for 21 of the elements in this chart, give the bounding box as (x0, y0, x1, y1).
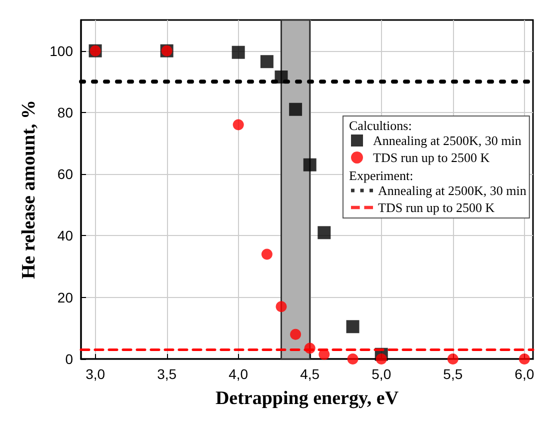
y-axis-title: He release amount, % (18, 100, 40, 280)
y-tick-label: 20 (57, 289, 74, 306)
y-tick-label: 100 (50, 42, 74, 59)
y-tick-label: 0 (65, 351, 74, 367)
legend-label: TDS run up to 2500 K (378, 200, 496, 215)
x-tick-label: 3,0 (86, 366, 106, 382)
x-tick-label: 6,0 (514, 366, 534, 382)
y-tick-label: 60 (57, 166, 74, 182)
annotation: Experiment: (349, 168, 414, 183)
legend-label: TDS run up to 2500 K (373, 150, 490, 165)
y-tick-label: 40 (57, 228, 74, 244)
y-tick-label: 80 (57, 104, 74, 120)
x-tick-label: 5,0 (372, 366, 392, 382)
x-tick-label: 5,5 (443, 366, 463, 382)
x-tick-label: 4,5 (300, 366, 320, 382)
legend-label: Annealing at 2500K, 30 min (373, 133, 522, 148)
x-tick-label: 4,0 (228, 366, 248, 382)
x-tick-label: 3,5 (157, 366, 177, 382)
annotation: Calcultions: (349, 118, 412, 133)
legend-label: Annealing at 2500K, 30 min (378, 183, 527, 198)
x-axis-title: Detrapping energy, eV (215, 388, 399, 409)
